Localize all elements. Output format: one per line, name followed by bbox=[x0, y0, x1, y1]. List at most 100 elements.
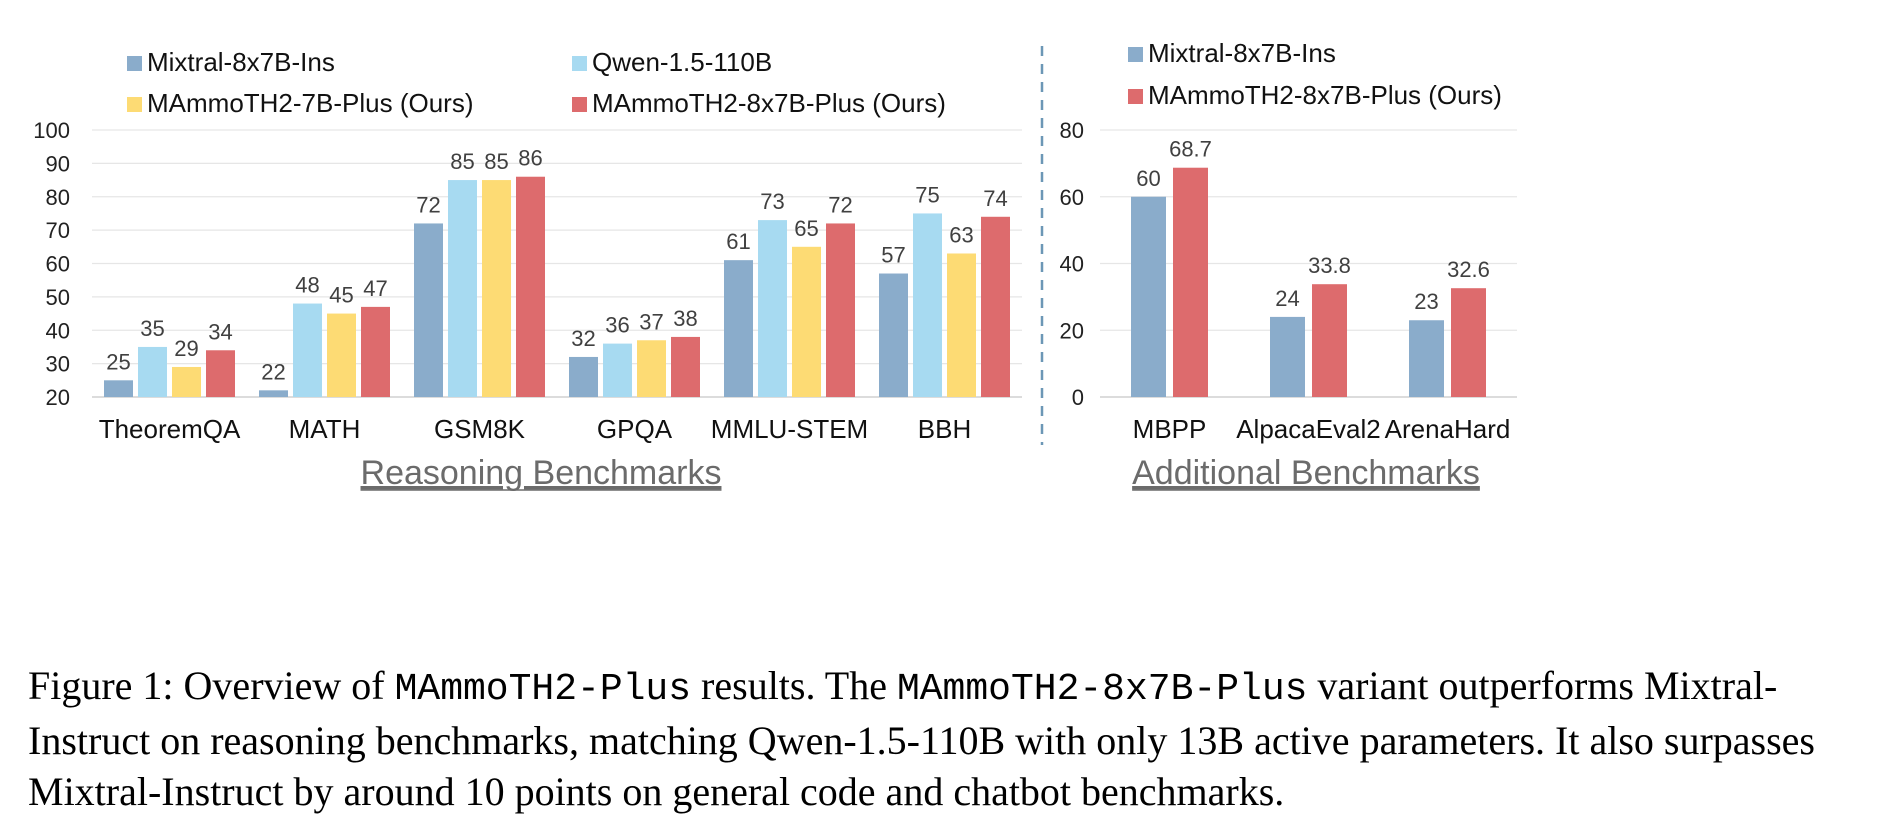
legend-label-mixtral-8x7b-ins: Mixtral-8x7B-Ins bbox=[1148, 38, 1336, 68]
legend-label-mammoth2-8x7b-plus-ours: MAmmoTH2-8x7B-Plus (Ours) bbox=[592, 88, 946, 118]
bar-theoremqa-mammoth2-8x7b-plus-ours bbox=[206, 350, 235, 397]
value-label: 24 bbox=[1275, 286, 1299, 311]
bar-theoremqa-mixtral-8x7b-ins bbox=[104, 380, 133, 397]
value-label: 45 bbox=[329, 283, 353, 308]
bar-gsm8k-mammoth2-8x7b-plus-ours bbox=[516, 176, 545, 397]
y-tick-label: 70 bbox=[46, 218, 70, 243]
bar-mmlu-stem-qwen-1-5-110b bbox=[758, 220, 787, 397]
bar-gpqa-mammoth2-7b-plus-ours bbox=[637, 340, 666, 397]
legend-swatch-mixtral-8x7b-ins bbox=[127, 56, 142, 71]
legend-swatch-mammoth2-8x7b-plus-ours bbox=[572, 97, 587, 112]
value-label: 33.8 bbox=[1308, 253, 1351, 278]
x-tick-label-bbh: BBH bbox=[918, 414, 971, 444]
x-tick-label-theoremqa: TheoremQA bbox=[99, 414, 241, 444]
section-title-reasoning-benchmarks: Reasoning Benchmarks bbox=[361, 454, 722, 492]
value-label: 85 bbox=[450, 149, 474, 174]
y-tick-label: 80 bbox=[1060, 118, 1084, 143]
legend-label-mammoth2-7b-plus-ours: MAmmoTH2-7B-Plus (Ours) bbox=[147, 88, 473, 118]
value-label: 65 bbox=[794, 216, 818, 241]
y-tick-label: 100 bbox=[33, 118, 70, 143]
legend-swatch-qwen-1-5-110b bbox=[572, 56, 587, 71]
y-tick-label: 40 bbox=[46, 318, 70, 343]
bar-bbh-mammoth2-7b-plus-ours bbox=[947, 253, 976, 397]
value-label: 38 bbox=[673, 306, 697, 331]
value-label: 23 bbox=[1414, 289, 1438, 314]
value-label: 47 bbox=[363, 276, 387, 301]
value-label: 85 bbox=[484, 149, 508, 174]
value-label: 32.6 bbox=[1447, 257, 1490, 282]
figure-caption: Figure 1: Overview of MAmmoTH2-Plus resu… bbox=[28, 660, 1868, 817]
y-tick-label: 50 bbox=[46, 285, 70, 310]
bar-bbh-mixtral-8x7b-ins bbox=[879, 273, 908, 397]
bar-alpacaeval2-mammoth2-8x7b-plus-ours bbox=[1312, 284, 1347, 397]
value-label: 34 bbox=[208, 319, 232, 344]
legend-label-mammoth2-8x7b-plus-ours: MAmmoTH2-8x7B-Plus (Ours) bbox=[1148, 80, 1502, 110]
y-tick-label: 40 bbox=[1060, 252, 1084, 277]
x-tick-label-mmlu-stem: MMLU-STEM bbox=[711, 414, 868, 444]
value-label: 32 bbox=[571, 326, 595, 351]
bar-math-mammoth2-8x7b-plus-ours bbox=[361, 306, 390, 397]
bar-mbpp-mixtral-8x7b-ins bbox=[1131, 196, 1166, 397]
figure-charts: 20 30 40 50 60 70 80 90 100 25 35 29 34 TheoremQA 22 48… bbox=[33, 38, 1517, 492]
caption-model-name: MAmmoTH2-Plus bbox=[394, 668, 692, 711]
bar-mmlu-stem-mammoth2-8x7b-plus-ours bbox=[826, 223, 855, 397]
bar-math-mammoth2-7b-plus-ours bbox=[327, 313, 356, 397]
x-tick-label-mbpp: MBPP bbox=[1133, 414, 1207, 444]
legend-swatch-mammoth2-8x7b-plus-ours bbox=[1128, 89, 1143, 104]
x-tick-label-math: MATH bbox=[289, 414, 361, 444]
value-label: 60 bbox=[1136, 166, 1160, 191]
value-label: 48 bbox=[295, 273, 319, 298]
value-label: 72 bbox=[416, 192, 440, 217]
value-label: 61 bbox=[726, 229, 750, 254]
x-tick-label-gpqa: GPQA bbox=[597, 414, 673, 444]
y-tick-label: 90 bbox=[46, 151, 70, 176]
caption-variant-name: MAmmoTH2-8x7B-Plus bbox=[896, 668, 1308, 711]
bar-math-qwen-1-5-110b bbox=[293, 303, 322, 397]
bar-mmlu-stem-mixtral-8x7b-ins bbox=[724, 260, 753, 397]
bar-bbh-qwen-1-5-110b bbox=[913, 213, 942, 397]
bar-gsm8k-qwen-1-5-110b bbox=[448, 180, 477, 397]
x-tick-label-alpacaeval2: AlpacaEval2 bbox=[1236, 414, 1381, 444]
y-tick-label: 60 bbox=[1060, 185, 1084, 210]
bar-alpacaeval2-mixtral-8x7b-ins bbox=[1270, 316, 1305, 397]
value-label: 29 bbox=[174, 336, 198, 361]
bar-gpqa-mammoth2-8x7b-plus-ours bbox=[671, 336, 700, 397]
value-label: 25 bbox=[106, 349, 130, 374]
legend-swatch-mammoth2-7b-plus-ours bbox=[127, 97, 142, 112]
x-tick-label-gsm8k: GSM8K bbox=[434, 414, 526, 444]
chart-reasoning-benchmarks: 20 30 40 50 60 70 80 90 100 25 35 29 34 TheoremQA 22 48… bbox=[33, 47, 1022, 492]
section-title-additional-benchmarks: Additional Benchmarks bbox=[1132, 454, 1480, 492]
bar-math-mixtral-8x7b-ins bbox=[259, 390, 288, 397]
value-label: 86 bbox=[518, 146, 542, 171]
legend-label-mixtral-8x7b-ins: Mixtral-8x7B-Ins bbox=[147, 47, 335, 77]
value-label: 74 bbox=[983, 186, 1007, 211]
value-label: 63 bbox=[949, 222, 973, 247]
value-label: 36 bbox=[605, 313, 629, 338]
value-label: 68.7 bbox=[1169, 137, 1212, 162]
bar-theoremqa-mammoth2-7b-plus-ours bbox=[172, 366, 201, 397]
bar-arenahard-mammoth2-8x7b-plus-ours bbox=[1451, 288, 1486, 397]
chart-additional-benchmarks: 0 20 40 60 80 60 68.7 MBPP 24 33.8 AlpacaEval2 23 32… bbox=[1060, 38, 1517, 492]
value-label: 73 bbox=[760, 189, 784, 214]
caption-prefix: Figure 1: Overview of bbox=[28, 663, 395, 708]
x-tick-label-arenahard: ArenaHard bbox=[1385, 414, 1511, 444]
bar-gsm8k-mammoth2-7b-plus-ours bbox=[482, 180, 511, 397]
legend-swatch-mixtral-8x7b-ins bbox=[1128, 47, 1143, 62]
value-label: 57 bbox=[881, 243, 905, 268]
bar-bbh-mammoth2-8x7b-plus-ours bbox=[981, 216, 1010, 397]
value-label: 22 bbox=[261, 359, 285, 384]
y-tick-label: 20 bbox=[1060, 318, 1084, 343]
bar-arenahard-mixtral-8x7b-ins bbox=[1409, 320, 1444, 397]
bar-gpqa-qwen-1-5-110b bbox=[603, 343, 632, 397]
bar-theoremqa-qwen-1-5-110b bbox=[138, 346, 167, 397]
y-tick-label: 20 bbox=[46, 385, 70, 410]
bar-mmlu-stem-mammoth2-7b-plus-ours bbox=[792, 246, 821, 397]
bar-gpqa-mixtral-8x7b-ins bbox=[569, 356, 598, 397]
y-tick-label: 80 bbox=[46, 185, 70, 210]
legend-label-qwen-1-5-110b: Qwen-1.5-110B bbox=[592, 47, 772, 77]
caption-middle: results. The bbox=[691, 663, 897, 708]
caption-rest: variant outperforms Mixtral-Instruct on … bbox=[28, 663, 1815, 814]
value-label: 37 bbox=[639, 309, 663, 334]
bar-gsm8k-mixtral-8x7b-ins bbox=[414, 223, 443, 397]
